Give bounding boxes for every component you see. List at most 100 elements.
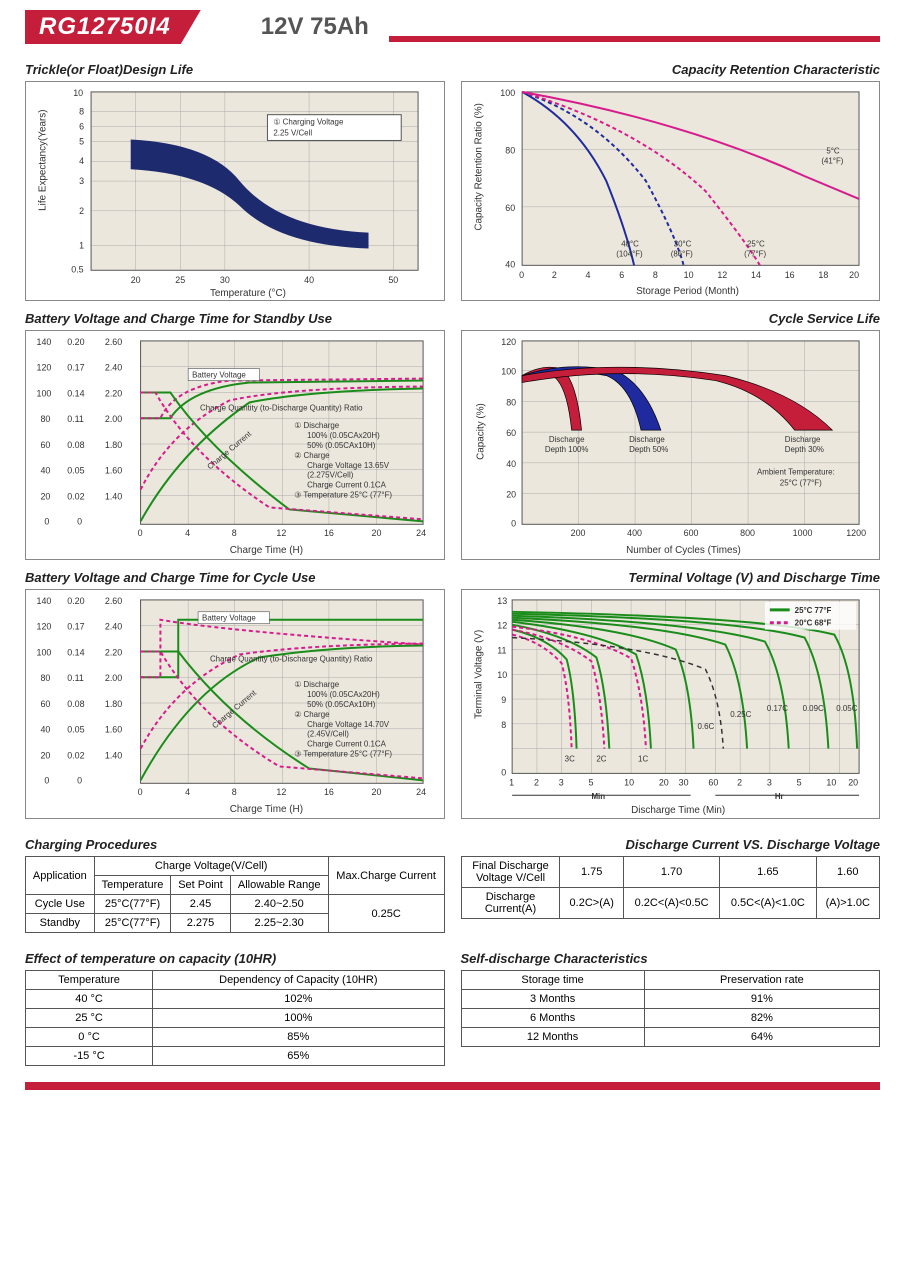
svg-text:4: 4 [185, 787, 190, 797]
svg-text:(2.275V/Cell): (2.275V/Cell) [307, 471, 354, 480]
svg-text:① Charging Voltage: ① Charging Voltage [273, 118, 344, 127]
table-cell: Standby [26, 914, 95, 933]
svg-text:2.20: 2.20 [105, 647, 122, 657]
table-cell: 1.60 [816, 857, 880, 888]
svg-text:8: 8 [652, 270, 657, 280]
svg-text:2: 2 [551, 270, 556, 280]
svg-text:0.6C: 0.6C [697, 722, 714, 731]
svg-text:(77°F): (77°F) [744, 249, 766, 258]
table-cell: 25°C(77°F) [94, 914, 171, 933]
chart-title: Terminal Voltage (V) and Discharge Time [461, 570, 881, 585]
temp-effect-table: Temperature Dependency of Capacity (10HR… [25, 970, 445, 1066]
svg-text:0.05: 0.05 [67, 466, 84, 476]
svg-text:0.11: 0.11 [67, 414, 84, 424]
svg-text:Charge Voltage 14.70V: Charge Voltage 14.70V [307, 720, 390, 729]
svg-text:4: 4 [79, 156, 84, 166]
svg-text:(104°F): (104°F) [616, 249, 643, 258]
page-header: RG12750I4 12V 75Ah [25, 10, 880, 44]
svg-text:20°C 68°F: 20°C 68°F [794, 619, 831, 628]
svg-text:Charge Quantity (to-Discharge: Charge Quantity (to-Discharge Quantity) … [210, 654, 373, 663]
svg-text:Number of Cycles (Times): Number of Cycles (Times) [626, 545, 741, 556]
table-title: Self-discharge Characteristics [461, 951, 881, 966]
charging-procedures-table: Application Charge Voltage(V/Cell) Max.C… [25, 856, 445, 933]
svg-text:600: 600 [683, 528, 698, 538]
table-header: Application [26, 857, 95, 895]
svg-text:0.14: 0.14 [67, 647, 84, 657]
svg-text:4: 4 [185, 528, 190, 538]
svg-text:200: 200 [570, 528, 585, 538]
table-title: Charging Procedures [25, 837, 445, 852]
svg-text:3: 3 [79, 176, 84, 186]
svg-text:1.40: 1.40 [105, 751, 122, 761]
svg-text:1.60: 1.60 [105, 466, 122, 476]
svg-text:2C: 2C [596, 754, 606, 763]
table-cell: 6 Months [461, 1009, 644, 1028]
discharge-current-table: Final Discharge Voltage V/Cell 1.75 1.70… [461, 856, 881, 919]
svg-text:0: 0 [44, 775, 49, 785]
svg-text:40°C: 40°C [621, 239, 639, 248]
svg-text:12: 12 [717, 270, 727, 280]
svg-text:20: 20 [40, 492, 50, 502]
svg-text:3: 3 [558, 777, 563, 787]
svg-text:3: 3 [766, 777, 771, 787]
svg-text:20: 20 [849, 270, 859, 280]
svg-text:③ Temperature 25°C (77°F): ③ Temperature 25°C (77°F) [294, 750, 392, 759]
svg-text:(41°F): (41°F) [821, 156, 843, 165]
svg-text:24: 24 [416, 787, 426, 797]
svg-text:6: 6 [619, 270, 624, 280]
svg-text:0.20: 0.20 [67, 596, 84, 606]
svg-text:10: 10 [624, 777, 634, 787]
svg-text:8: 8 [232, 787, 237, 797]
svg-text:40: 40 [505, 259, 515, 269]
svg-text:60: 60 [40, 440, 50, 450]
svg-text:(86°F): (86°F) [670, 249, 692, 258]
svg-text:Charge Quantity (to-Discharge: Charge Quantity (to-Discharge Quantity) … [200, 403, 363, 412]
chart-title: Trickle(or Float)Design Life [25, 62, 445, 77]
svg-text:140: 140 [36, 596, 51, 606]
svg-text:80: 80 [40, 673, 50, 683]
table-cell: (A)>1.0C [816, 888, 880, 919]
svg-text:Temperature (°C): Temperature (°C) [210, 288, 286, 299]
svg-text:50% (0.05CAx10H): 50% (0.05CAx10H) [307, 441, 376, 450]
svg-text:② Charge: ② Charge [294, 710, 330, 719]
chart-title: Battery Voltage and Charge Time for Stan… [25, 311, 445, 326]
table-header: Storage time [461, 971, 644, 990]
svg-text:13: 13 [497, 596, 507, 606]
table-cell: 25°C(77°F) [94, 895, 171, 914]
svg-text:Discharge: Discharge [629, 435, 665, 444]
svg-text:1: 1 [79, 240, 84, 250]
svg-text:4: 4 [585, 270, 590, 280]
svg-text:24: 24 [416, 528, 426, 538]
svg-text:0.14: 0.14 [67, 388, 84, 398]
table-cell: 82% [644, 1009, 879, 1028]
svg-text:100: 100 [500, 88, 515, 98]
svg-text:Charge Time (H): Charge Time (H) [230, 545, 303, 556]
svg-text:10: 10 [683, 270, 693, 280]
svg-text:0: 0 [519, 270, 524, 280]
svg-text:8: 8 [232, 528, 237, 538]
svg-text:120: 120 [501, 337, 516, 347]
svg-text:0.17C: 0.17C [766, 704, 787, 713]
table-title: Effect of temperature on capacity (10HR) [25, 951, 445, 966]
svg-text:5: 5 [588, 777, 593, 787]
svg-text:0.08: 0.08 [67, 440, 84, 450]
svg-text:18: 18 [818, 270, 828, 280]
svg-text:① Discharge: ① Discharge [294, 680, 340, 689]
svg-text:12: 12 [276, 787, 286, 797]
table-header: Charge Voltage(V/Cell) [94, 857, 328, 876]
svg-text:0.5: 0.5 [71, 264, 83, 274]
trickle-chart: 2025 3040 50 108 65 43 21 0.5 Temperatur… [25, 81, 445, 301]
svg-text:Battery Voltage: Battery Voltage [202, 614, 256, 623]
svg-text:120: 120 [36, 622, 51, 632]
footer-stripe [25, 1082, 880, 1090]
svg-text:12: 12 [497, 621, 507, 631]
table-cell: 0.2C>(A) [560, 888, 623, 919]
svg-text:100% (0.05CAx20H): 100% (0.05CAx20H) [307, 431, 380, 440]
svg-text:2.25 V/Cell: 2.25 V/Cell [273, 129, 312, 138]
svg-text:8: 8 [79, 107, 84, 117]
svg-text:0.09C: 0.09C [802, 704, 823, 713]
table-cell: 0.25C [328, 895, 444, 933]
svg-text:Charge Time (H): Charge Time (H) [230, 804, 303, 815]
svg-text:14: 14 [751, 270, 761, 280]
table-header: Temperature [26, 971, 153, 990]
